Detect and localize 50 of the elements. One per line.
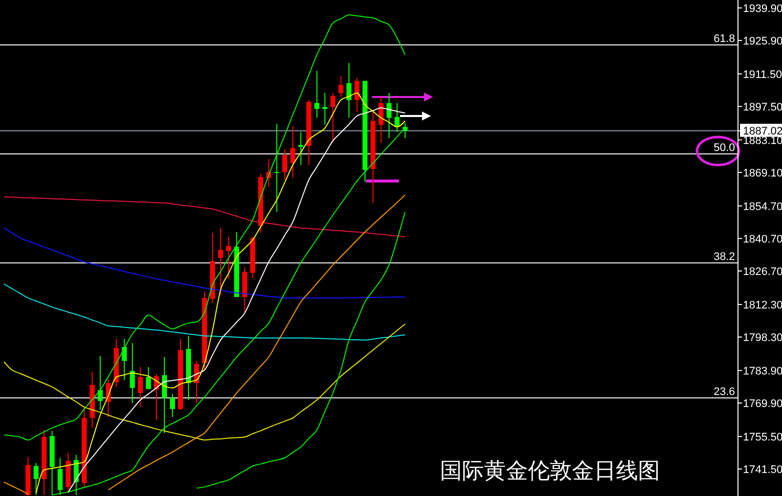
candlestick	[330, 92, 336, 143]
candlestick	[138, 366, 143, 408]
candlestick	[338, 76, 344, 98]
y-tick-label: 1897.50	[743, 101, 782, 114]
y-tick-label: 1741.50	[743, 464, 782, 476]
y-tick-label: 1769.90	[743, 398, 782, 410]
line-series	[4, 196, 406, 238]
candlestick	[226, 236, 232, 280]
candlestick	[346, 62, 352, 118]
y-tick-label: 1887.02	[743, 126, 782, 138]
y-tick-label: 1812.30	[743, 299, 782, 312]
candlestick	[98, 355, 103, 410]
candlestick	[274, 123, 280, 212]
candlestick	[394, 102, 400, 133]
line-series	[4, 284, 406, 341]
candlestick	[58, 457, 63, 496]
candlestick	[162, 356, 167, 434]
annotation: 23.6	[714, 386, 735, 398]
y-tick-label: 1840.70	[743, 233, 782, 246]
line-series	[196, 211, 406, 489]
candlestick	[314, 70, 320, 118]
annotation: 50.0	[714, 142, 735, 154]
text: 国际黄金伦敦金日线图	[440, 459, 660, 484]
candlestick	[146, 366, 151, 390]
y-tick-label: 1925.90	[743, 35, 782, 48]
y-tick-label: 1911.50	[743, 68, 782, 81]
y-tick-label: 1798.30	[743, 332, 782, 344]
candlestick	[354, 77, 360, 113]
y-tick-label: 1869.10	[743, 167, 782, 180]
candlestick	[290, 125, 296, 179]
annotation: 61.8	[714, 32, 735, 45]
annotation: 38.2	[714, 250, 735, 263]
y-tick-label: 1939.90	[743, 2, 782, 15]
candlestick	[170, 393, 175, 418]
candlestick	[298, 132, 304, 166]
y-tick-label: 1826.70	[743, 266, 782, 278]
line-series	[4, 14, 406, 440]
candlestick	[282, 148, 288, 180]
candlestick	[34, 462, 39, 496]
candlestick	[378, 96, 384, 144]
line-series	[4, 228, 406, 298]
y-tick-label: 1755.50	[743, 431, 782, 444]
candlestick	[218, 228, 224, 296]
y-tick-label: 1854.70	[743, 200, 782, 213]
y-tick-label: 1783.90	[743, 365, 782, 378]
candlestick	[122, 338, 127, 381]
candlestick	[130, 342, 135, 404]
line-series	[4, 324, 406, 440]
candlestick	[386, 92, 392, 139]
candlestick	[322, 92, 328, 126]
